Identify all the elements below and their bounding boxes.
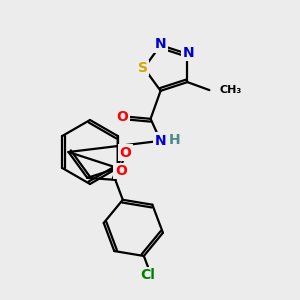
Text: O: O: [117, 110, 128, 124]
Text: N: N: [183, 46, 194, 60]
Text: S: S: [138, 61, 148, 75]
Text: N: N: [155, 134, 167, 148]
Text: O: O: [119, 146, 131, 160]
Text: O: O: [115, 164, 127, 178]
Text: N: N: [155, 37, 167, 51]
Text: Cl: Cl: [141, 268, 155, 282]
Text: CH₃: CH₃: [219, 85, 242, 95]
Text: H: H: [169, 133, 180, 147]
